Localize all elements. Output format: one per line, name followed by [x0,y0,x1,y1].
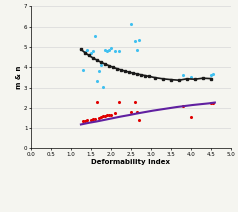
Point [95,80,99,83]
Point [211,73,215,76]
Point [85,48,89,52]
Point [189,76,193,79]
Point [133,100,137,104]
Point [89,118,93,121]
Point [97,70,101,73]
Point [109,46,113,50]
Point [93,34,97,38]
Point [99,64,103,67]
Point [113,112,117,115]
Point [107,113,111,117]
Point [137,38,141,42]
Point [133,39,137,43]
Point [129,22,133,25]
Point [107,48,111,52]
Point [105,49,109,53]
Point [117,49,121,53]
Point [93,117,97,121]
Point [81,69,85,72]
Point [105,113,109,117]
Point [209,74,213,77]
Point [181,105,185,108]
Point [211,101,215,105]
Point [95,100,99,104]
Point [189,115,193,119]
Point [103,48,107,52]
Point [83,50,87,54]
Point [85,119,89,122]
Point [99,115,103,119]
Point [135,48,139,52]
Point [137,119,141,122]
Point [113,49,117,53]
Point [101,85,105,88]
Point [135,110,139,114]
Point [83,119,87,123]
Point [101,115,105,118]
Point [81,120,85,123]
Point [181,74,185,77]
Point [91,117,95,121]
X-axis label: Deformability Index: Deformability Index [91,159,170,165]
Y-axis label: m & n: m & n [16,66,22,89]
Point [117,100,121,104]
Point [97,117,101,120]
Point [209,101,213,105]
Point [103,114,107,118]
Point [89,51,93,55]
Point [91,49,95,53]
Point [109,113,113,117]
Point [129,111,133,114]
